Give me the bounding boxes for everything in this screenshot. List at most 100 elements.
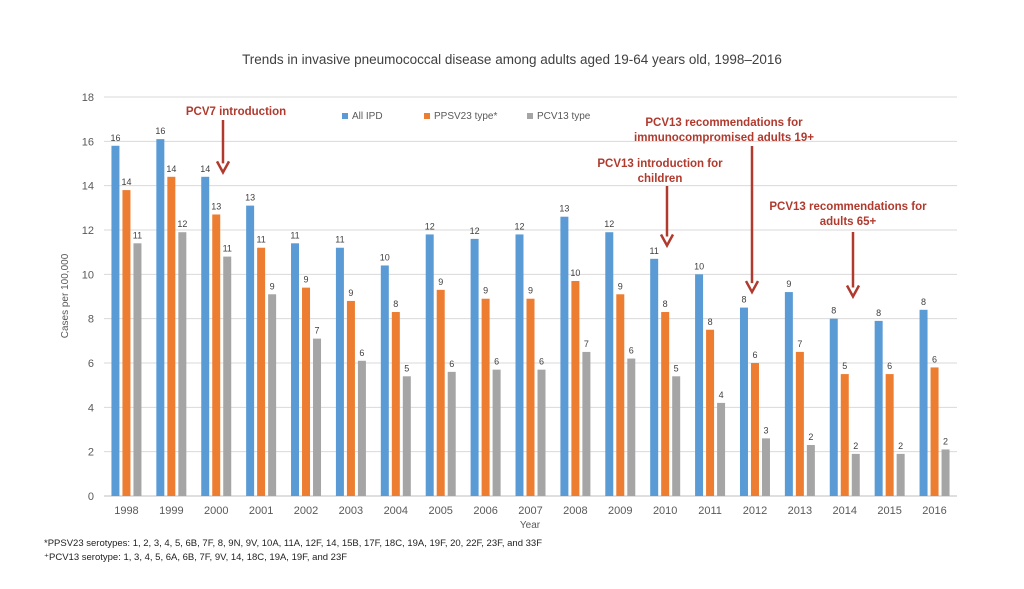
data-label: 8 [741,295,746,305]
bar-ppsv23-type [481,298,490,496]
bar-pcv13-type [851,453,860,496]
bar-pcv13-type [313,338,322,496]
annotation: PCV13 introduction for children [597,158,723,249]
annotation: PCV7 introduction [186,106,286,175]
bar-pcv13-type [268,294,277,496]
bar-ppsv23-type [706,329,715,496]
bar-all-ipd [246,205,255,496]
bar-all-ipd [739,307,748,496]
bar-pcv13-type [447,371,456,496]
data-label: 5 [674,363,679,373]
bar-ppsv23-type [571,280,580,496]
data-label: 8 [921,297,926,307]
y-tick-label: 10 [82,269,94,281]
data-label: 16 [155,126,165,136]
annotation-arrow-head [659,233,675,249]
data-label: 11 [133,230,142,240]
bar-all-ipd [380,265,389,496]
bar-pcv13-type [178,232,187,496]
data-label: 11 [650,246,659,256]
bar-pcv13-type [223,256,232,496]
bar-pcv13-type [896,453,905,496]
data-label: 11 [290,230,299,240]
y-tick-label: 0 [88,491,94,503]
x-tick-label: 2001 [249,505,273,517]
bar-pcv13-type [537,369,546,496]
x-tick-label: 2009 [608,505,632,517]
y-tick-label: 2 [88,447,94,459]
data-label: 14 [121,177,131,187]
legend: All IPD PPSV23 type* PCV13 type [342,111,591,122]
legend-label: All IPD [352,111,383,122]
bar-all-ipd [470,238,479,496]
data-label: 6 [359,348,364,358]
x-tick-label: 1998 [114,505,138,517]
bar-ppsv23-type [391,312,400,496]
bar-all-ipd [695,274,704,496]
data-label: 6 [449,359,454,369]
bar-ppsv23-type [750,363,759,496]
data-label: 9 [618,281,623,291]
annotation-text: immunocompromised adults 19+ [634,132,814,144]
footnote-pcv13: ⁺PCV13 serotype: 1, 3, 4, 5, 6A, 6B, 7F,… [44,552,348,563]
x-tick-label: 2016 [922,505,946,517]
bar-ppsv23-type [840,374,849,496]
legend-swatch [424,113,430,119]
legend-swatch [527,113,533,119]
annotation-text: children [638,173,683,185]
data-label: 6 [887,361,892,371]
bar-pcv13-type [806,445,815,496]
data-label: 13 [211,201,221,211]
data-label: 9 [483,286,488,296]
bar-all-ipd [335,247,344,496]
y-tick-label: 12 [82,225,94,237]
legend-swatch [342,113,348,119]
bar-pcv13-type [627,358,636,496]
bar-ppsv23-type [302,287,311,496]
bar-ppsv23-type [212,214,221,496]
bar-all-ipd [156,139,165,496]
data-label: 6 [629,346,634,356]
bar-ppsv23-type [436,289,445,496]
y-axis-title: Cases per 100,000 [60,253,71,338]
bar-pcv13-type [492,369,501,496]
data-label: 8 [663,299,668,309]
y-tick-label: 6 [88,358,94,370]
annotation-arrow-head [845,284,861,300]
data-label: 10 [694,261,704,271]
data-label: 14 [166,164,176,174]
bar-pcv13-type [402,376,411,496]
data-label: 8 [876,308,881,318]
data-label: 11 [335,235,344,245]
data-label: 9 [528,286,533,296]
data-label: 2 [898,441,903,451]
x-tick-label: 2010 [653,505,677,517]
data-label: 7 [584,339,589,349]
bar-ppsv23-type [930,367,939,496]
bar-all-ipd [111,145,120,496]
data-label: 12 [177,219,187,229]
bar-all-ipd [874,320,883,496]
bar-all-ipd [829,318,838,496]
x-tick-label: 2000 [204,505,228,517]
x-tick-label: 2006 [473,505,497,517]
chart-title: Trends in invasive pneumococcal disease … [242,52,782,67]
x-tick-label: 2013 [788,505,812,517]
x-tick-label: 2005 [428,505,452,517]
bar-all-ipd [560,216,569,496]
bar-pcv13-type [133,243,142,496]
annotation-text: PCV13 recommendations for [769,201,927,213]
y-tick-label: 8 [88,314,94,326]
data-label: 6 [494,357,499,367]
bar-pcv13-type [717,402,726,496]
x-tick-label: 2004 [384,505,408,517]
annotation: PCV13 recommendations for adults 65+ [769,201,927,300]
data-label: 13 [245,193,255,203]
bar-pcv13-type [357,360,366,496]
footnote-ppsv23: *PPSV23 serotypes: 1, 2, 3, 4, 5, 6B, 7F… [44,538,543,549]
legend-label: PCV13 type [537,111,591,122]
x-tick-label: 2014 [833,505,857,517]
annotation-text: PCV13 introduction for [597,158,723,170]
x-tick-label: 2007 [518,505,542,517]
